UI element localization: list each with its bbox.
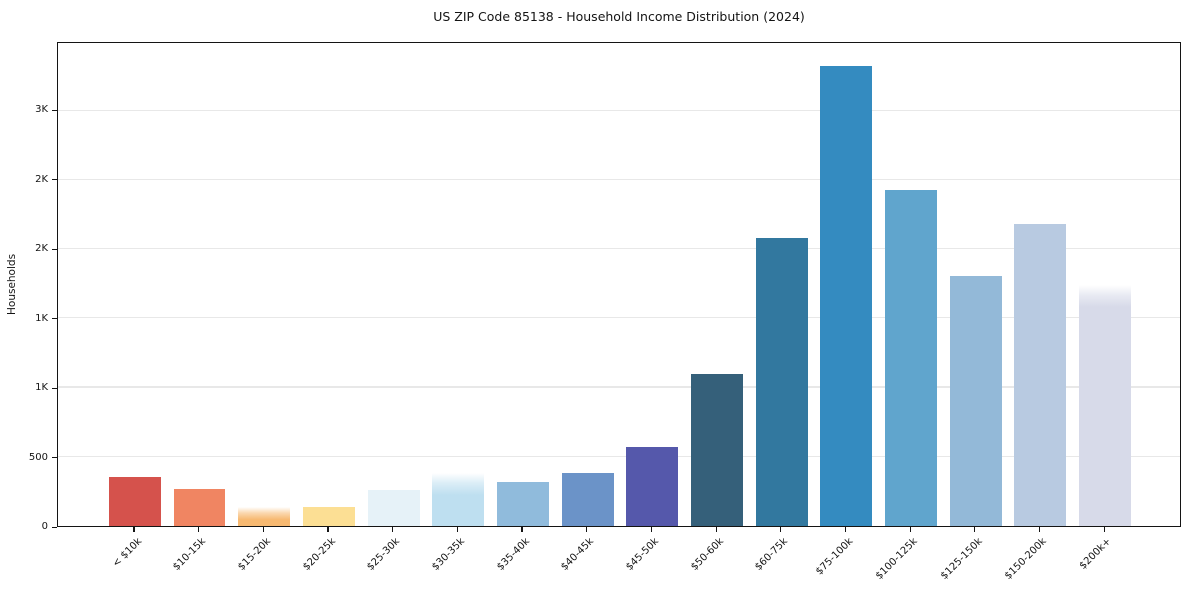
- x-tick-mark: [715, 527, 717, 532]
- x-tick-label: $40-45k: [559, 536, 597, 573]
- x-tick-label: $35-40k: [494, 536, 532, 573]
- x-tick-label: $75-100k: [813, 536, 856, 578]
- plot-area: [57, 42, 1181, 527]
- y-tick-mark: [52, 318, 57, 320]
- x-tick-mark: [650, 527, 653, 532]
- x-tick-label: $30-35k: [430, 536, 468, 573]
- bar--30-35k: [432, 472, 485, 526]
- x-tick-label: $50-60k: [688, 536, 726, 573]
- gridline: [58, 109, 1180, 111]
- gridline: [58, 386, 1180, 388]
- y-tick-label: 3K: [35, 104, 48, 116]
- x-tick-mark: [844, 527, 847, 532]
- y-tick-label: 1K: [35, 382, 48, 394]
- bar--125-150k: [949, 275, 1002, 526]
- y-tick-mark: [52, 526, 57, 528]
- x-tick-label: $60-75k: [753, 536, 791, 573]
- y-tick-label: 2K: [35, 243, 48, 255]
- x-tick-label: $150-200k: [1003, 536, 1050, 582]
- y-tick-label: 1K: [35, 312, 48, 324]
- bar--15-20k: [238, 506, 291, 526]
- y-tick-mark: [52, 248, 57, 250]
- bar--60-75k: [755, 237, 808, 526]
- bars-layer: [58, 43, 1180, 526]
- x-tick-label: $20-25k: [300, 536, 338, 573]
- x-tick-mark: [909, 527, 911, 532]
- bar--40-45k: [561, 473, 614, 526]
- x-tick-label: $15-20k: [236, 536, 274, 573]
- gridlines-layer: [58, 43, 1180, 526]
- bar--25-30k: [367, 489, 420, 526]
- x-tick-mark: [262, 527, 265, 532]
- y-tick-mark: [52, 457, 57, 459]
- x-tick-label: $10-15k: [171, 536, 209, 573]
- y-tick-label: 0: [41, 521, 48, 532]
- x-tick-mark: [521, 527, 523, 532]
- bar--50-60k: [691, 373, 743, 526]
- x-tick-mark: [780, 527, 782, 532]
- gridline: [58, 248, 1180, 250]
- bar--10k: [109, 476, 161, 526]
- x-tick-label: $25-30k: [365, 536, 403, 573]
- bar--10-15k: [173, 489, 226, 526]
- x-tick-label: < $10k: [110, 536, 144, 570]
- x-tick-mark: [327, 527, 329, 532]
- bar--75-100k: [820, 66, 873, 526]
- bar--150-200k: [1014, 223, 1067, 526]
- x-tick-label: $100-125k: [873, 536, 920, 582]
- x-tick-mark: [1103, 527, 1105, 532]
- y-tick-mark: [52, 109, 57, 111]
- chart-title: US ZIP Code 85138 - Household Income Dis…: [433, 9, 805, 24]
- x-tick-label: $125-150k: [938, 536, 985, 582]
- y-tick-label: 2K: [35, 173, 48, 185]
- y-tick-label: 500: [28, 451, 48, 463]
- bar--20-25k: [303, 507, 355, 526]
- bar--45-50k: [626, 447, 679, 526]
- x-tick-mark: [456, 527, 459, 532]
- gridline: [58, 317, 1180, 319]
- x-tick-mark: [1038, 527, 1041, 532]
- y-tick-mark: [52, 179, 57, 181]
- bar--35-40k: [497, 482, 549, 526]
- x-tick-mark: [974, 527, 976, 532]
- gridline: [58, 455, 1180, 457]
- bar--200k+: [1079, 284, 1131, 526]
- x-tick-mark: [133, 527, 135, 532]
- x-tick-mark: [392, 527, 394, 532]
- x-tick-mark: [198, 527, 200, 532]
- x-tick-label: $45-50k: [624, 536, 662, 573]
- gridline: [58, 178, 1180, 181]
- bar--100-125k: [885, 189, 937, 526]
- y-tick-mark: [52, 387, 57, 389]
- x-tick-mark: [586, 527, 588, 532]
- x-tick-label: $200k+: [1078, 536, 1114, 572]
